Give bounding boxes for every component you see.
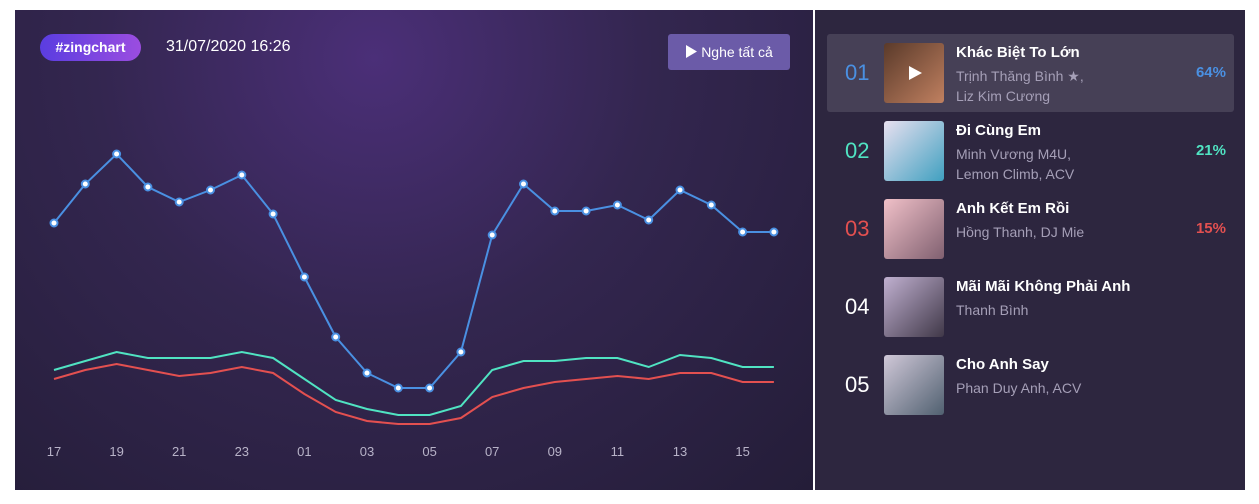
point (237, 170, 247, 180)
song-title: Mãi Mãi Không Phải Anh (956, 278, 1131, 295)
point (487, 230, 497, 240)
thumbnail (884, 121, 944, 181)
artists: Hồng Thanh, DJ Mie (956, 224, 1085, 240)
point (80, 179, 90, 189)
chart-row[interactable]: 03 Anh Kết Em Rồi Hồng Thanh, DJ Mie 15% (827, 190, 1234, 268)
line (53, 350, 774, 416)
point (206, 185, 215, 195)
point (706, 200, 716, 210)
artists: Thanh Bình (956, 302, 1029, 318)
point (112, 149, 122, 159)
song-title: Khác Biệt To Lớn (956, 44, 1080, 61)
point (738, 227, 748, 237)
x-tick-label: 03 (360, 444, 374, 459)
point (174, 197, 184, 207)
point (362, 368, 372, 378)
rank: 04 (845, 294, 870, 319)
x-tick-label: 15 (735, 444, 749, 459)
x-tick-label: 07 (485, 444, 499, 459)
artists: Phan Duy Anh, ACV (956, 380, 1082, 396)
point (581, 206, 591, 216)
point (675, 185, 685, 195)
chart-row[interactable]: 04 Mãi Mãi Không Phải Anh Thanh Bình (827, 268, 1234, 346)
song-title: Anh Kết Em Rồi (956, 200, 1070, 217)
x-tick-label: 01 (297, 444, 311, 459)
datetime: 31/07/2020 16:26 (166, 38, 291, 55)
point (331, 332, 341, 342)
thumbnail (884, 199, 944, 259)
point (612, 200, 622, 210)
play-all-button[interactable]: Nghe tất cả (668, 34, 790, 70)
song-title: Đi Cùng Em (956, 122, 1041, 139)
point (268, 209, 278, 219)
x-tick-label: 09 (548, 444, 562, 459)
play-icon (686, 45, 698, 58)
x-tick-label: 19 (109, 444, 123, 459)
chart: 17 19 21 23 01 03 05 07 09 11 13 15 (47, 149, 779, 459)
rank: 03 (845, 216, 870, 241)
rank: 02 (845, 138, 870, 163)
chart-row[interactable]: 02 Đi Cùng Em Minh Vương M4U, Lemon Climb,… (827, 112, 1234, 190)
artists: Minh Vương M4U, Lemon Climb, ACV (956, 146, 1075, 182)
point (769, 227, 779, 237)
x-tick-label: 13 (673, 444, 687, 459)
point (393, 383, 403, 393)
line (53, 152, 774, 389)
x-tick-label: 21 (172, 444, 186, 459)
point (425, 383, 435, 393)
point (299, 272, 309, 282)
x-tick-label: 23 (235, 444, 249, 459)
song-title: Cho Anh Say (956, 356, 1049, 373)
point (49, 218, 59, 228)
x-tick-label: 17 (47, 444, 61, 459)
point (644, 215, 654, 225)
play-all-label: Nghe tất cả (701, 44, 773, 60)
point (519, 179, 528, 189)
chart-row[interactable]: 01 Khác Biệt To Lớn Trịnh Thăng Bình ★, Li… (827, 34, 1234, 112)
chart-row[interactable]: 05 Cho Anh Say Phan Duy Anh, ACV (827, 346, 1234, 424)
thumbnail (884, 277, 944, 337)
thumbnail (884, 355, 944, 415)
percent: 21% (1195, 142, 1226, 159)
play-icon (909, 66, 922, 80)
rank: 05 (845, 372, 870, 397)
percent: 15% (1195, 220, 1226, 237)
line (53, 362, 774, 425)
point (456, 347, 466, 357)
artists: Trịnh Thăng Bình ★, Liz Kim Cương (956, 68, 1084, 104)
x-tick-label: 05 (422, 444, 436, 459)
point (550, 206, 560, 216)
rank: 01 (845, 60, 870, 85)
thumbnail (884, 43, 944, 103)
percent: 64% (1195, 64, 1226, 81)
x-tick-label: 11 (611, 444, 625, 459)
point (143, 182, 153, 192)
ranking-panel: 01 Khác Biệt To Lớn Trịnh Thăng Bình ★, Li… (815, 10, 1245, 490)
chart-panel: #zingchart 31/07/2020 16:26 Nghe tất cả … (15, 10, 813, 490)
tag[interactable]: #zingchart (40, 34, 141, 61)
